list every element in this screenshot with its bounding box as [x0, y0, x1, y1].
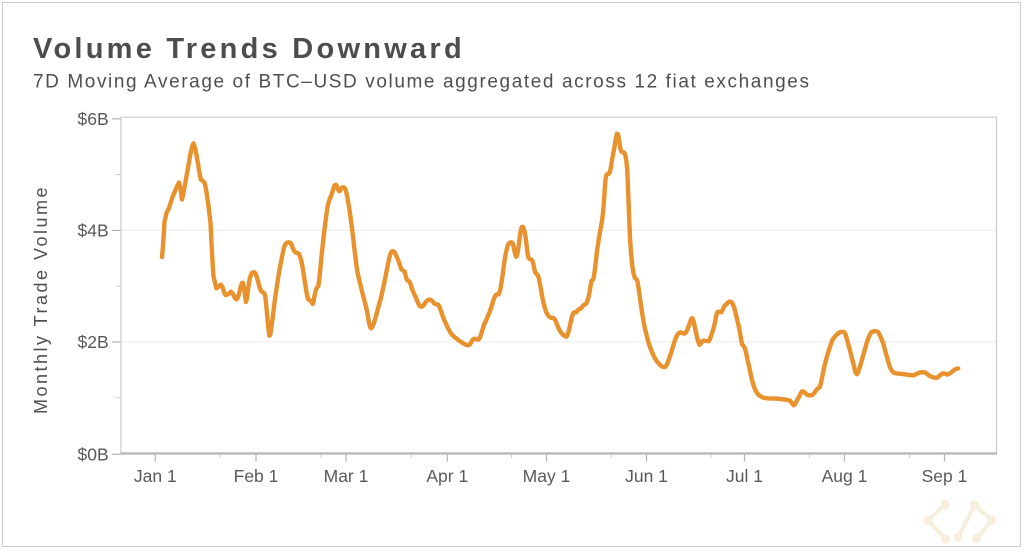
svg-text:7D Moving Average of BTC–USD v: 7D Moving Average of BTC–USD volume aggr…	[33, 72, 811, 93]
svg-text:Volume Trends Downward: Volume Trends Downward	[33, 33, 465, 65]
svg-text:$0B: $0B	[78, 444, 109, 464]
svg-text:Jan 1: Jan 1	[134, 466, 177, 486]
svg-text:Jul 1: Jul 1	[726, 466, 763, 486]
svg-text:Mar 1: Mar 1	[324, 466, 369, 486]
svg-text:Monthly Trade Volume: Monthly Trade Volume	[31, 185, 51, 414]
svg-text:May 1: May 1	[523, 466, 571, 486]
svg-text:Sep 1: Sep 1	[922, 466, 968, 486]
svg-text:Aug 1: Aug 1	[822, 466, 868, 486]
svg-text:Apr 1: Apr 1	[426, 466, 468, 486]
svg-text:Feb 1: Feb 1	[234, 466, 279, 486]
svg-text:Jun 1: Jun 1	[625, 466, 668, 486]
svg-text:$6B: $6B	[78, 109, 109, 129]
svg-text:$2B: $2B	[78, 332, 109, 352]
svg-text:$4B: $4B	[78, 220, 109, 240]
